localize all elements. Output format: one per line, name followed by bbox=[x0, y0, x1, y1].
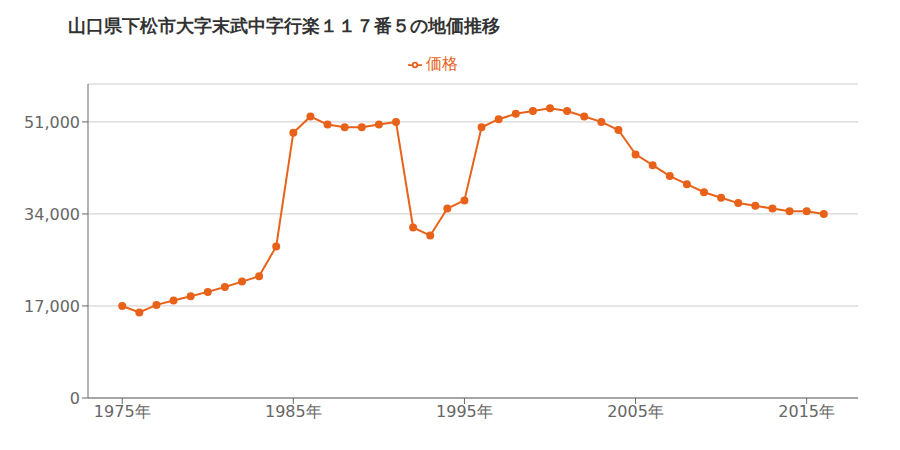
svg-text:34,000: 34,000 bbox=[24, 205, 80, 224]
svg-text:0: 0 bbox=[70, 389, 80, 408]
svg-text:1995年: 1995年 bbox=[436, 402, 493, 421]
html-text:山口県下松市大字末武中字行楽１１７番５の地価推移: 山口県下松市大字末武中字行楽１１７番５の地価推移 bbox=[68, 15, 500, 36]
svg-text:1975年: 1975年 bbox=[94, 402, 151, 421]
svg-text:1985年: 1985年 bbox=[265, 402, 322, 421]
svg-text:17,000: 17,000 bbox=[24, 297, 80, 316]
svg-text:51,000: 51,000 bbox=[24, 113, 80, 132]
svg-text:2005年: 2005年 bbox=[607, 402, 664, 421]
svg-text:2015年: 2015年 bbox=[778, 402, 835, 421]
html-text:価格: 価格 bbox=[426, 54, 458, 73]
